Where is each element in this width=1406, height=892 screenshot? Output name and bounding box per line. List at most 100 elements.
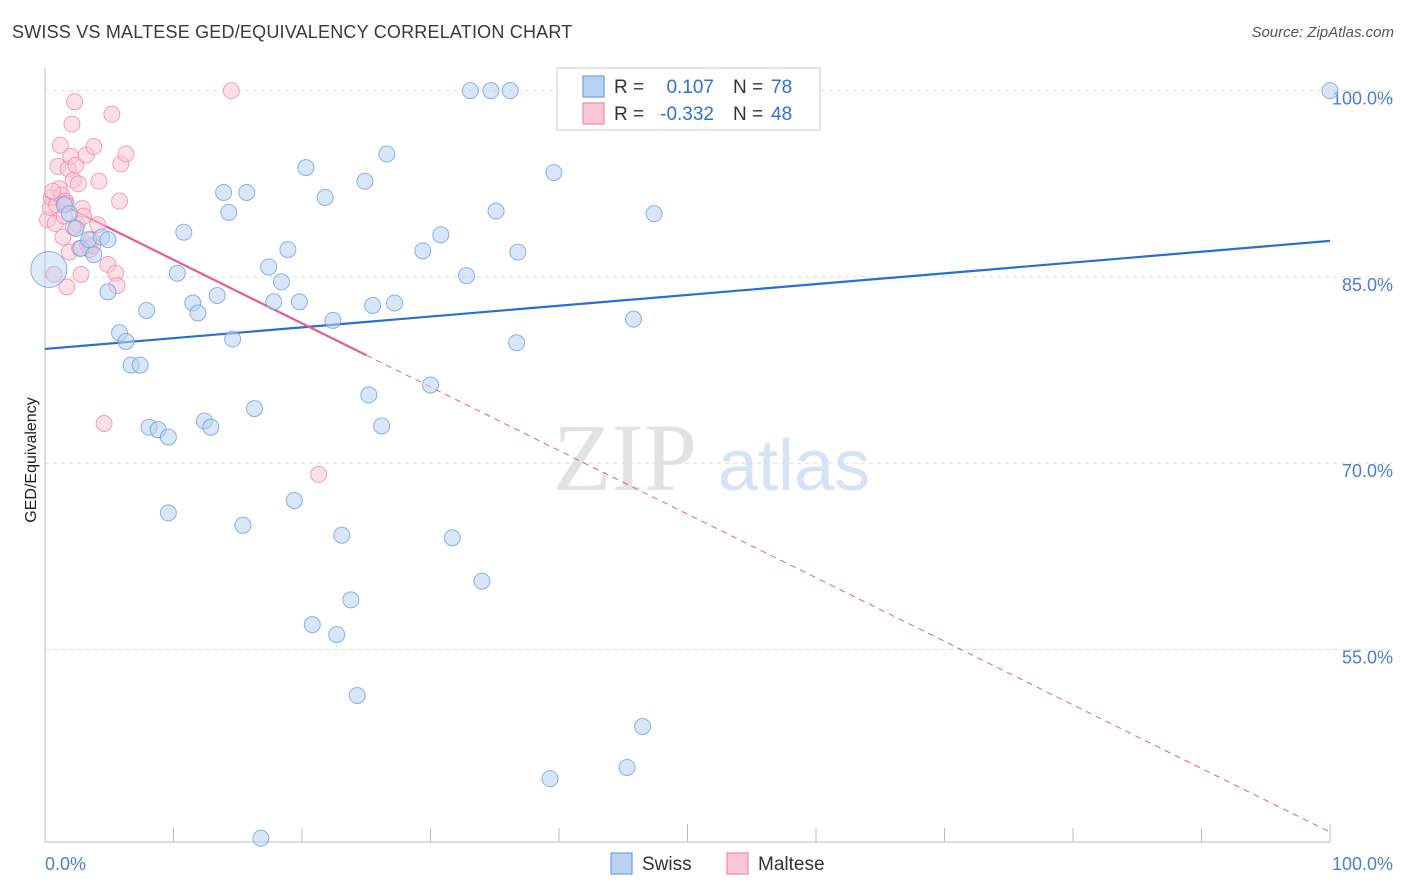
swiss-point xyxy=(175,223,193,241)
swiss-point xyxy=(159,504,177,522)
swiss-point xyxy=(208,287,226,305)
swiss-point xyxy=(482,82,500,100)
swiss-point xyxy=(645,205,663,223)
swiss-points xyxy=(30,82,1339,847)
swiss-point xyxy=(316,188,334,206)
swiss-point xyxy=(328,626,346,644)
swiss-point xyxy=(342,591,360,609)
swiss-point xyxy=(422,376,439,394)
swiss-point xyxy=(189,304,207,322)
swiss-point xyxy=(634,718,652,735)
maltese-point xyxy=(95,414,113,432)
swiss-point xyxy=(378,145,396,163)
swiss-point xyxy=(386,294,404,312)
swiss-point xyxy=(457,267,475,285)
maltese-point xyxy=(103,105,121,123)
legend-swatch-maltese xyxy=(582,102,605,125)
swiss-point xyxy=(501,82,519,100)
stats-legend: R = 0.107 N = 78 R = -0.332 N = 48 xyxy=(556,67,821,131)
swiss-point xyxy=(260,258,278,276)
maltese-point xyxy=(72,265,90,283)
watermark-atlas: atlas xyxy=(718,426,870,506)
legend-r-label-maltese: R = xyxy=(614,104,644,125)
swiss-point xyxy=(67,219,85,237)
swiss-point xyxy=(509,243,527,261)
swiss-point xyxy=(487,202,505,220)
swiss-point xyxy=(131,356,149,374)
swiss-point xyxy=(356,172,374,190)
maltese-point xyxy=(51,136,69,154)
legend-r-value-maltese: -0.332 xyxy=(660,104,714,125)
bottom-legend-label-maltese: Maltese xyxy=(758,854,825,875)
legend-r-label-swiss: R = xyxy=(614,77,644,98)
swiss-point xyxy=(432,226,450,244)
bottom-legend-label-swiss: Swiss xyxy=(642,854,692,875)
swiss-point xyxy=(625,310,643,328)
maltese-points xyxy=(39,82,328,483)
legend-n-label-maltese: N = xyxy=(733,104,763,125)
maltese-point xyxy=(45,265,63,283)
swiss-point xyxy=(202,418,220,436)
swiss-point xyxy=(85,246,103,264)
swiss-point xyxy=(159,428,177,446)
swiss-point xyxy=(234,516,252,534)
x-tick-label-min: 0.0% xyxy=(45,854,86,874)
swiss-point xyxy=(508,334,526,352)
swiss-point xyxy=(414,242,432,260)
maltese-trend-extension xyxy=(366,354,1331,833)
swiss-point xyxy=(265,293,283,311)
swiss-point xyxy=(238,183,256,201)
maltese-point xyxy=(117,145,135,163)
y-tick-label: 70.0% xyxy=(1342,461,1393,481)
swiss-point xyxy=(245,400,263,418)
legend-n-label-swiss: N = xyxy=(733,77,763,98)
swiss-point xyxy=(99,283,117,301)
maltese-point xyxy=(44,182,62,200)
swiss-point xyxy=(215,183,233,201)
maltese-point xyxy=(111,192,129,210)
x-tick-label-max: 100.0% xyxy=(1332,854,1393,874)
maltese-point xyxy=(85,138,103,156)
maltese-point xyxy=(54,228,72,246)
swiss-point xyxy=(333,526,351,544)
swiss-point xyxy=(252,829,270,847)
swiss-point xyxy=(364,296,382,314)
swiss-trend-line xyxy=(44,239,1331,351)
swiss-point xyxy=(373,417,391,435)
y-tick-label: 100.0% xyxy=(1332,89,1393,109)
swiss-point xyxy=(545,164,563,182)
swiss-point xyxy=(138,301,156,319)
y-tick-labels: 55.0% 70.0% 85.0% 100.0% xyxy=(1332,89,1393,668)
swiss-point xyxy=(224,330,242,348)
maltese-point xyxy=(310,465,328,483)
swiss-point xyxy=(30,250,68,288)
legend-n-value-maltese: 48 xyxy=(771,104,792,125)
y-tick-label: 55.0% xyxy=(1342,648,1393,668)
swiss-point xyxy=(220,203,238,221)
swiss-point xyxy=(272,273,290,291)
chart-title: SWISS VS MALTESE GED/EQUIVALENCY CORRELA… xyxy=(12,22,573,42)
swiss-point xyxy=(168,264,186,282)
swiss-point xyxy=(443,529,461,547)
swiss-point xyxy=(60,205,78,223)
swiss-point xyxy=(348,686,366,704)
swiss-point xyxy=(541,770,559,788)
swiss-point xyxy=(324,311,342,329)
legend-n-value-swiss: 78 xyxy=(771,77,792,98)
swiss-point xyxy=(99,231,117,249)
swiss-point xyxy=(360,386,378,404)
swiss-point xyxy=(1321,82,1339,100)
trend-lines xyxy=(44,195,1331,833)
watermark: ZIP atlas xyxy=(553,404,870,511)
swiss-point xyxy=(279,241,297,259)
legend-r-value-swiss: 0.107 xyxy=(666,77,714,98)
swiss-point xyxy=(461,82,479,100)
maltese-point xyxy=(58,278,76,296)
bottom-legend-swatch-maltese xyxy=(726,852,749,875)
maltese-point xyxy=(66,93,84,111)
swiss-point xyxy=(618,758,636,776)
series-legend: Swiss Maltese xyxy=(610,852,825,875)
swiss-point xyxy=(303,616,321,634)
maltese-point xyxy=(69,175,87,193)
